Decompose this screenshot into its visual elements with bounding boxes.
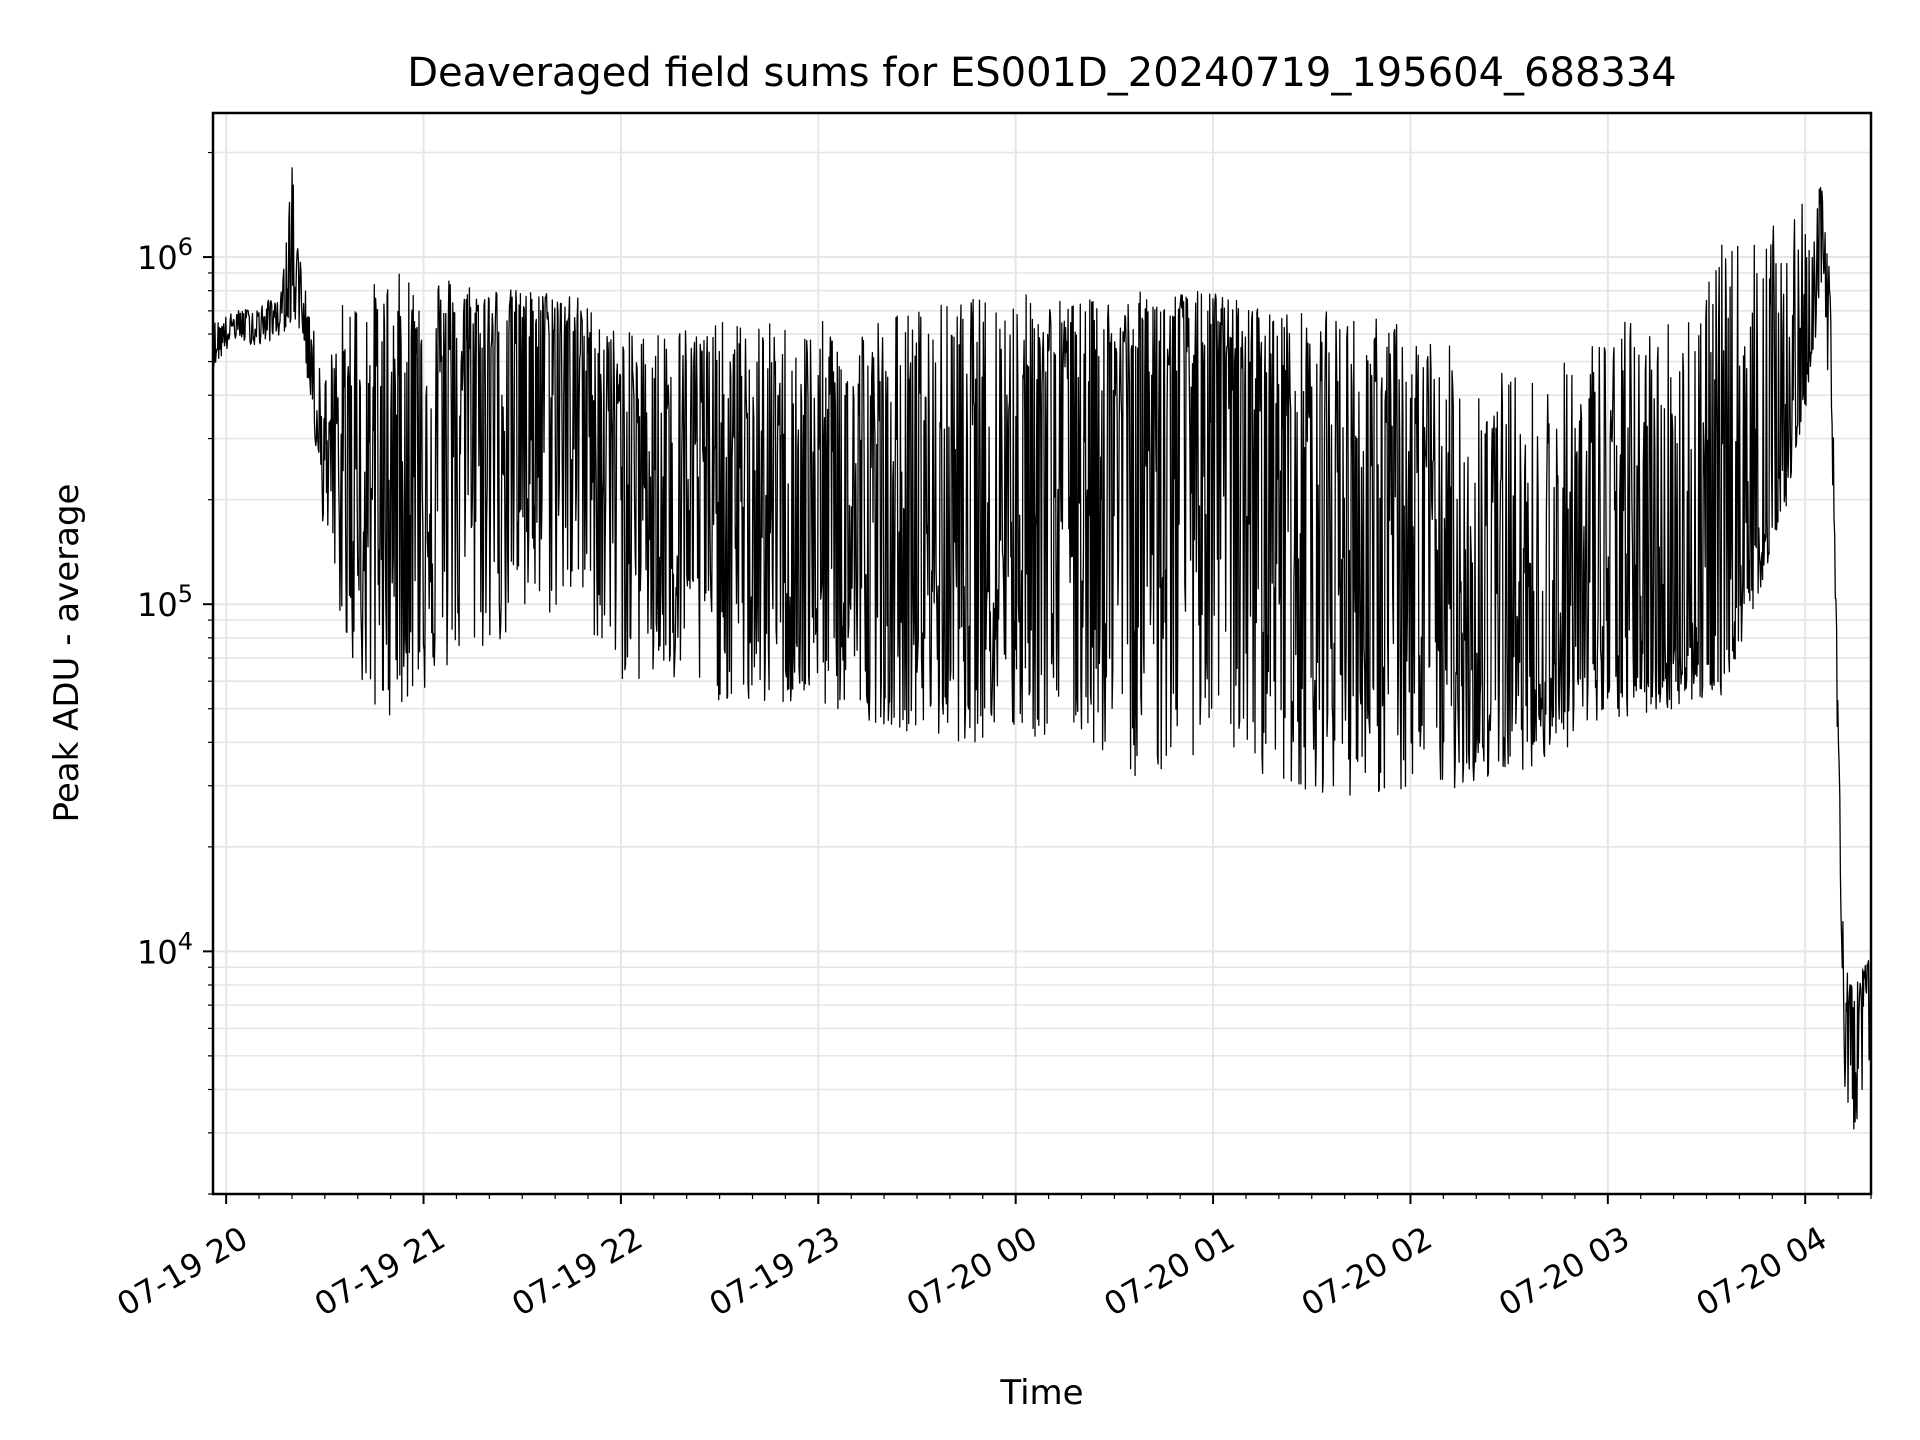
plot-frame <box>211 111 1873 1196</box>
chart-title: Deaveraged field sums for ES001D_2024071… <box>407 50 1677 96</box>
x-axis-label: Time <box>999 1373 1083 1413</box>
y-tick-label: 104 <box>137 927 193 971</box>
series-path <box>212 167 1872 1130</box>
y-axis-label: Peak ADU - average <box>47 484 87 823</box>
y-axis-ticks: 104 105 106 <box>137 151 213 1195</box>
y-tick-label: 106 <box>137 233 193 277</box>
y-tick-label: 105 <box>137 580 193 624</box>
series-line <box>212 167 1872 1130</box>
